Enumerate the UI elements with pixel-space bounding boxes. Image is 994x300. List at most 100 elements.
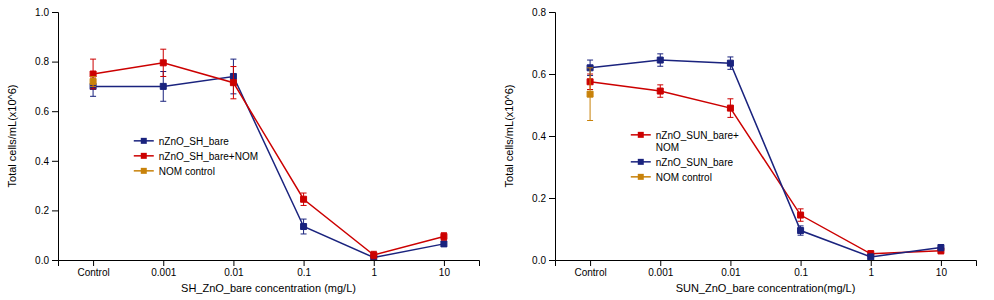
series — [90, 59, 447, 260]
legend-marker — [141, 138, 147, 144]
tick-label: 0.1 — [297, 267, 311, 278]
series — [90, 76, 96, 86]
tick-label: 0.2 — [35, 205, 49, 216]
tick-mark — [549, 260, 555, 261]
series — [587, 68, 593, 121]
tick-mark — [52, 161, 58, 162]
error-bar — [727, 57, 733, 69]
tick-label: Control — [574, 267, 606, 278]
tick-label: 0.8 — [35, 56, 49, 67]
tick-mark — [52, 260, 58, 261]
tick-mark — [93, 260, 94, 266]
series — [587, 74, 944, 257]
legend-marker — [638, 159, 644, 165]
y-axis: 0.00.20.40.60.8 — [532, 7, 555, 266]
tick-mark — [52, 210, 58, 211]
tick-mark — [52, 62, 58, 63]
tick-mark — [941, 260, 942, 266]
x-tick: 10 — [439, 260, 451, 278]
axis-line — [59, 261, 480, 267]
legend-label: NOM control — [159, 165, 215, 176]
y-axis-title: Total cells/mL(x10^6) — [503, 85, 515, 188]
marker — [798, 228, 804, 234]
error-bar — [441, 233, 447, 240]
x-axis: Control0.0010.010.1110 — [59, 260, 480, 278]
plot-area — [90, 49, 447, 260]
tick-label: 0.01 — [721, 267, 741, 278]
marker — [230, 80, 236, 86]
x-tick: 1 — [868, 260, 874, 278]
tick-mark — [233, 260, 234, 266]
error-bar — [798, 209, 804, 221]
error-bar — [90, 76, 96, 96]
y-tick: 0.4 — [532, 131, 555, 142]
marker — [727, 60, 733, 66]
tick-label: 0.001 — [151, 267, 176, 278]
error-bar — [301, 193, 307, 205]
legend-entry: NOM control — [134, 165, 215, 176]
error-bar — [371, 251, 377, 258]
y-axis: 0.0 0.2 0.4 0.6 0.8 1.0 — [35, 7, 58, 266]
marker — [587, 91, 593, 97]
marker — [657, 57, 663, 63]
error-bar — [657, 85, 663, 97]
axis-line — [52, 13, 59, 261]
tick-label: 0.6 — [35, 106, 49, 117]
x-tick: 1 — [371, 260, 377, 278]
tick-mark — [549, 198, 555, 199]
axis-line — [549, 13, 556, 261]
series-line — [590, 82, 941, 254]
error-bar — [90, 76, 96, 86]
tick-label: 0.01 — [224, 267, 244, 278]
error-bar — [727, 99, 733, 118]
tick-mark — [660, 260, 661, 266]
x-tick: 0.01 — [224, 260, 244, 278]
marker — [160, 83, 166, 89]
x-tick: 0.001 — [151, 260, 176, 278]
marker — [798, 212, 804, 218]
y-tick: 1.0 — [35, 7, 58, 18]
legend-label: nZnO_SUN_bare — [656, 156, 734, 167]
tick-mark — [549, 136, 555, 137]
tick-label: 0.8 — [532, 7, 546, 18]
tick-label: 0.0 — [35, 255, 49, 266]
error-bar — [798, 226, 804, 235]
legend-label: NOM control — [656, 171, 712, 182]
y-tick: 0.2 — [35, 205, 58, 216]
axis-line — [556, 261, 977, 267]
tick-mark — [549, 12, 555, 13]
x-axis-title: SUN_ZnO_bare concentration(mg/L) — [676, 282, 856, 294]
marker — [160, 60, 166, 66]
tick-label: 1 — [868, 267, 874, 278]
error-bar — [657, 54, 663, 66]
tick-label: 0.2 — [532, 193, 546, 204]
tick-mark — [801, 260, 802, 266]
marker — [868, 254, 874, 260]
y-tick: 0.4 — [35, 156, 58, 167]
x-tick: 0.1 — [297, 260, 311, 278]
tick-label: 0.0 — [532, 255, 546, 266]
y-tick: 0.8 — [532, 7, 555, 18]
legend-marker — [141, 168, 147, 174]
legend-marker — [638, 132, 644, 138]
legend-entry: NOM control — [631, 171, 712, 182]
y-tick: 0.8 — [35, 56, 58, 67]
error-bar — [441, 241, 447, 246]
x-axis-title: SH_ZnO_bare concentration (mg/L) — [181, 282, 356, 294]
legend-entry: nZnO_SUN_bare+NOM — [631, 129, 739, 152]
x-axis: Control0.0010.010.1110 — [556, 260, 977, 278]
error-bar — [90, 59, 96, 89]
tick-mark — [730, 260, 731, 266]
panel: 0.00.20.40.60.8Control0.0010.010.1110SUN… — [503, 7, 977, 294]
tick-mark — [304, 260, 305, 266]
error-bar — [938, 245, 944, 251]
x-tick: 0.1 — [794, 260, 808, 278]
tick-mark — [374, 260, 375, 266]
legend-entry: nZnO_SH_bare+NOM — [134, 150, 258, 161]
plot-area — [587, 54, 944, 260]
x-tick: 0.001 — [648, 260, 673, 278]
x-tick: 0.01 — [721, 260, 741, 278]
error-bar — [301, 219, 307, 234]
tick-label: 0.1 — [794, 267, 808, 278]
tick-mark — [52, 12, 58, 13]
